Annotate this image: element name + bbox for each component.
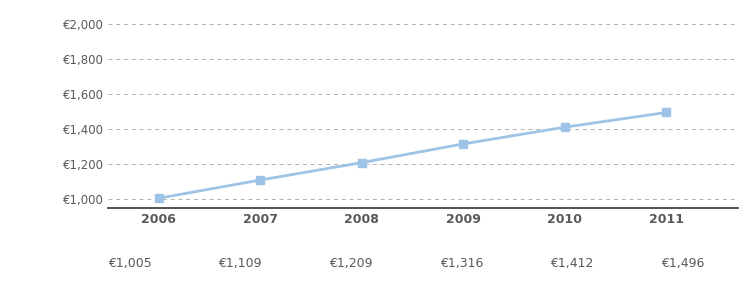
Text: €1,412: €1,412: [550, 257, 594, 270]
Text: €1,496: €1,496: [661, 257, 704, 270]
Text: €1,316: €1,316: [440, 257, 483, 270]
Text: €1,005: €1,005: [108, 257, 152, 270]
Text: €1,209: €1,209: [329, 257, 372, 270]
Text: €1,109: €1,109: [218, 257, 262, 270]
